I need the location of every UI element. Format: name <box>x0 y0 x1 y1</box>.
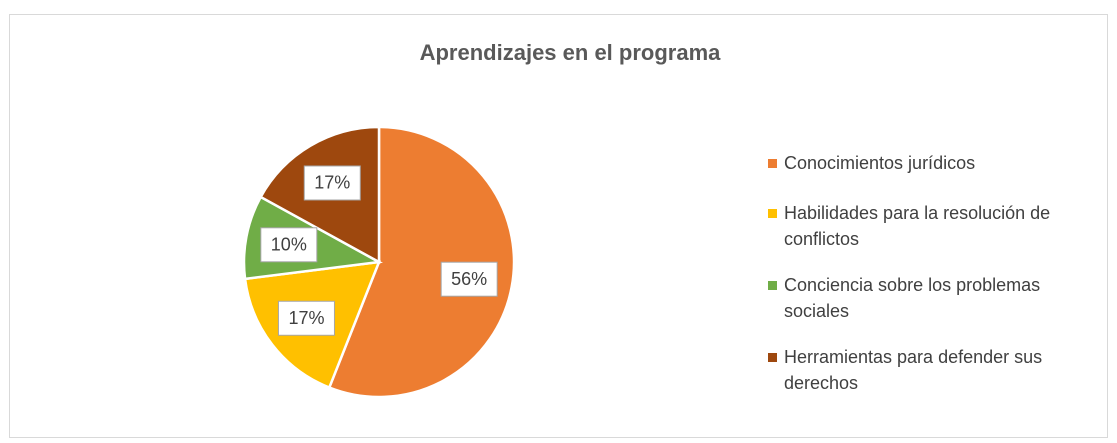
legend-label: Conocimientos jurídicos <box>784 153 976 173</box>
legend-swatch <box>768 159 777 168</box>
data-label-box <box>277 300 335 336</box>
chart-border <box>9 14 1108 438</box>
data-label: 17% <box>314 173 350 193</box>
legend-label: Conciencia sobre los problemas sociales <box>784 275 1041 321</box>
data-label-box <box>260 227 318 263</box>
data-label: 17% <box>288 308 324 328</box>
legend-swatch <box>768 281 777 290</box>
legend-swatch <box>768 353 777 362</box>
legend-label: Habilidades para la resolución de confli… <box>784 203 1051 249</box>
data-label-box <box>303 165 361 201</box>
legend-item: Herramientas para defender sus derechos <box>768 344 1098 396</box>
legend-label: Herramientas para defender sus derechos <box>784 347 1043 393</box>
data-label: 56% <box>451 269 487 289</box>
legend-item: Conciencia sobre los problemas sociales <box>768 272 1098 324</box>
pie-slice <box>327 125 516 399</box>
data-label: 10% <box>271 235 307 255</box>
data-label-box <box>440 261 498 297</box>
legend-item: Conocimientos jurídicos <box>768 150 1098 176</box>
chart-title: Aprendizajes en el programa <box>420 40 722 65</box>
legend-item: Habilidades para la resolución de confli… <box>768 200 1098 252</box>
legend-swatch <box>768 209 777 218</box>
